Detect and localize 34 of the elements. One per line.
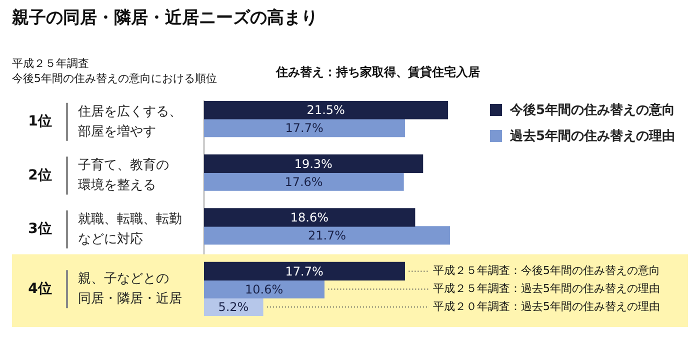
text: 今後5年間の住み替えの意向における順位: [12, 71, 217, 86]
bar: [204, 101, 448, 120]
y-tick-label: 住居を広くする、部屋を増やす: [77, 103, 182, 140]
text: 平成２５年調査: [12, 56, 89, 71]
chart-title: 親子の同居・隣居・近居ニーズの高まり: [12, 7, 318, 29]
text: 4位: [28, 280, 52, 297]
data-label: 17.7%: [285, 264, 324, 278]
data-label: 17.6%: [284, 174, 323, 189]
bar: [204, 154, 424, 173]
data-label: 18.6%: [290, 210, 328, 225]
text: 住み替え：持ち家取得、賃貸住宅入居: [276, 64, 480, 81]
annotation: 平成２５年調査：今後5年間の住み替えの意向: [433, 264, 660, 278]
bar: [204, 262, 405, 280]
bar: [204, 118, 405, 138]
y-tick-label: 就職、転職、転勤などに対応: [78, 212, 182, 247]
data-label: 21.7%: [308, 228, 346, 242]
bar: [204, 172, 404, 191]
legend-label: 過去5年間の住み替えの理由: [510, 128, 676, 145]
legend-label: 今後5年間の住み替えの意向: [510, 102, 676, 119]
text: 1位: [28, 114, 52, 130]
bar: [204, 208, 416, 227]
annotation: 平成２０年調査：過去5年間の住み替えの理由: [433, 300, 660, 313]
data-label: 10.6%: [245, 282, 284, 296]
text: 2位: [28, 167, 52, 184]
annotation: 平成２５年調査：過去5年間の住み替えの理由: [433, 282, 660, 295]
bar: [204, 226, 450, 245]
data-label: 17.7%: [285, 121, 324, 135]
data-label: 21.5%: [306, 103, 345, 118]
data-label: 19.3%: [294, 156, 332, 171]
y-tick-label: 親、子などとの同居・隣居・近居: [78, 272, 182, 306]
bar: [204, 280, 324, 298]
y-tick-label: 子育て、教育の環境を整える: [78, 157, 169, 193]
data-label: 5.2%: [218, 300, 249, 314]
text: 3位: [28, 221, 52, 238]
